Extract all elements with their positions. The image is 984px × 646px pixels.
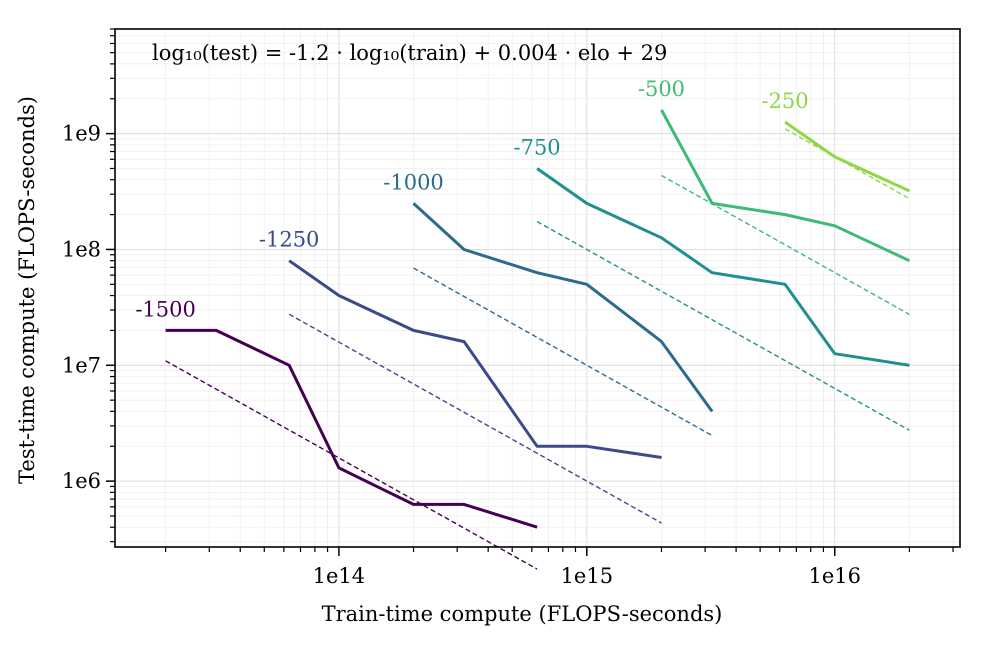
series-label: -1500 bbox=[135, 297, 196, 321]
y-tick-label: 1e9 bbox=[62, 122, 101, 146]
series-labels: -1500 -1250 -1000 -750 -500 -250 bbox=[135, 77, 808, 321]
x-axis-label: Train-time compute (FLOPS-seconds) bbox=[322, 602, 723, 626]
series-label: -1250 bbox=[259, 228, 320, 252]
series-label: -1000 bbox=[383, 170, 444, 194]
series-line bbox=[784, 120, 911, 193]
series-line bbox=[165, 328, 538, 529]
x-tick-label: 1e14 bbox=[313, 564, 366, 588]
equation-annotation: log₁₀(test) = -1.2 · log₁₀(train) + 0.00… bbox=[152, 41, 667, 65]
series-lines bbox=[165, 109, 911, 529]
series-line bbox=[660, 109, 911, 263]
series-label: -500 bbox=[638, 77, 685, 101]
fit-line bbox=[288, 313, 662, 524]
series-label: -250 bbox=[761, 89, 808, 113]
fit-line bbox=[165, 360, 538, 570]
series-line bbox=[536, 167, 910, 367]
x-tick-label: 1e15 bbox=[561, 564, 614, 588]
series-label: -750 bbox=[513, 135, 560, 159]
y-axis-label: Test-time compute (FLOPS-seconds) bbox=[15, 96, 39, 484]
y-axis-ticks: 1e6 1e7 1e8 1e9 bbox=[62, 28, 115, 543]
x-axis-ticks: 1e14 1e15 1e16 bbox=[165, 547, 954, 588]
x-tick-label: 1e16 bbox=[809, 564, 862, 588]
fit-line bbox=[413, 267, 713, 437]
plot-frame bbox=[114, 28, 961, 548]
y-tick-label: 1e8 bbox=[62, 237, 101, 261]
fit-line bbox=[661, 174, 910, 316]
y-tick-label: 1e7 bbox=[62, 353, 101, 377]
series-line bbox=[288, 259, 662, 459]
fit-line bbox=[536, 220, 910, 431]
y-tick-label: 1e6 bbox=[62, 469, 101, 493]
fit-lines bbox=[165, 128, 910, 570]
series-line bbox=[412, 202, 714, 413]
